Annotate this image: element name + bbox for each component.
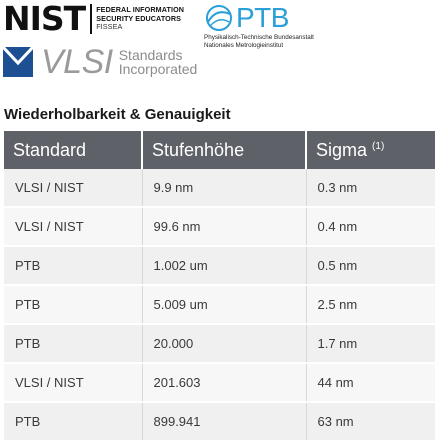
vlsi-line-2: Incorporated bbox=[118, 61, 198, 77]
logo-area: NIST FEDERAL INFORMATION SECURITY EDUCAT… bbox=[0, 0, 439, 95]
table-row: PTB 20.000 1.7 nm bbox=[4, 324, 435, 364]
table-row: VLSI / NIST 201.603 44 nm bbox=[4, 363, 435, 403]
cell-sigma: 0.3 nm bbox=[306, 169, 435, 208]
cell-step-height: 9.9 nm bbox=[142, 169, 307, 208]
ptb-logo: PTB Physikalisch-Technische Bundesanstal… bbox=[204, 4, 314, 50]
cell-standard: VLSI / NIST bbox=[4, 169, 143, 208]
cell-step-height: 20.000 bbox=[142, 324, 307, 364]
cell-sigma: 1.7 nm bbox=[306, 324, 435, 364]
cell-sigma: 0.5 nm bbox=[306, 246, 435, 286]
table-row: PTB 1.002 um 0.5 nm bbox=[4, 246, 435, 286]
logo-divider bbox=[90, 4, 93, 34]
cell-sigma: 44 nm bbox=[306, 363, 435, 403]
cell-standard: PTB bbox=[4, 285, 143, 325]
cell-standard: VLSI / NIST bbox=[4, 363, 143, 403]
repeatability-table: Standard Stufenhöhe Sigma (1) VLSI / NIS… bbox=[4, 131, 435, 442]
table-row: VLSI / NIST 99.6 nm 0.4 nm bbox=[4, 207, 435, 247]
fissea-line-3: FISSEA bbox=[96, 22, 123, 32]
cell-standard: VLSI / NIST bbox=[4, 207, 143, 247]
nist-wordmark: NIST bbox=[3, 0, 86, 38]
cell-sigma: 2.5 nm bbox=[306, 285, 435, 325]
sigma-label: Sigma bbox=[316, 139, 368, 160]
ptb-institute-name: Physikalisch-Technische Bundesanstalt Na… bbox=[204, 34, 314, 50]
vlsi-wordmark: VLSI bbox=[41, 43, 113, 81]
ptb-line-2: Nationales Metrologieinstitut bbox=[204, 42, 284, 49]
vlsi-subtext: Standards Incorporated bbox=[119, 48, 198, 76]
table-row: PTB 5.009 um 2.5 nm bbox=[4, 285, 435, 325]
fissea-line-1: FEDERAL INFORMATION bbox=[96, 5, 185, 15]
cell-standard: PTB bbox=[4, 402, 143, 442]
column-header-standard: Standard bbox=[4, 131, 143, 169]
fissea-text: FEDERAL INFORMATION SECURITY EDUCATORS F… bbox=[96, 6, 184, 32]
column-header-step-height: Stufenhöhe bbox=[142, 131, 307, 169]
cell-step-height: 1.002 um bbox=[142, 246, 307, 286]
table-row: PTB 899.941 63 nm bbox=[4, 402, 435, 442]
vlsi-standards-logo: VLSI Standards Incorporated bbox=[3, 45, 197, 79]
table-header-row: Standard Stufenhöhe Sigma (1) bbox=[4, 131, 435, 169]
fissea-line-2: SECURITY EDUCATORS bbox=[96, 13, 182, 23]
ptb-emblem-icon bbox=[206, 5, 232, 31]
cell-sigma: 63 nm bbox=[306, 402, 435, 442]
cell-step-height: 201.603 bbox=[142, 363, 307, 403]
ptb-wordmark: PTB bbox=[236, 2, 289, 33]
cell-step-height: 5.009 um bbox=[142, 285, 307, 325]
cell-step-height: 899.941 bbox=[142, 402, 307, 442]
sigma-footnote-marker: (1) bbox=[372, 140, 385, 152]
vlsi-emblem-icon bbox=[3, 47, 33, 77]
cell-sigma: 0.4 nm bbox=[306, 207, 435, 247]
nist-fissea-logo: NIST FEDERAL INFORMATION SECURITY EDUCAT… bbox=[3, 0, 184, 38]
vlsi-line-1: Standards bbox=[118, 47, 183, 63]
cell-standard: PTB bbox=[4, 324, 143, 364]
table-row: VLSI / NIST 9.9 nm 0.3 nm bbox=[4, 169, 435, 208]
column-header-sigma: Sigma (1) bbox=[306, 131, 435, 169]
cell-step-height: 99.6 nm bbox=[142, 207, 307, 247]
ptb-line-1: Physikalisch-Technische Bundesanstalt bbox=[204, 34, 314, 41]
cell-standard: PTB bbox=[4, 246, 143, 286]
section-heading: Wiederholbarkeit & Genauigkeit bbox=[4, 106, 231, 123]
